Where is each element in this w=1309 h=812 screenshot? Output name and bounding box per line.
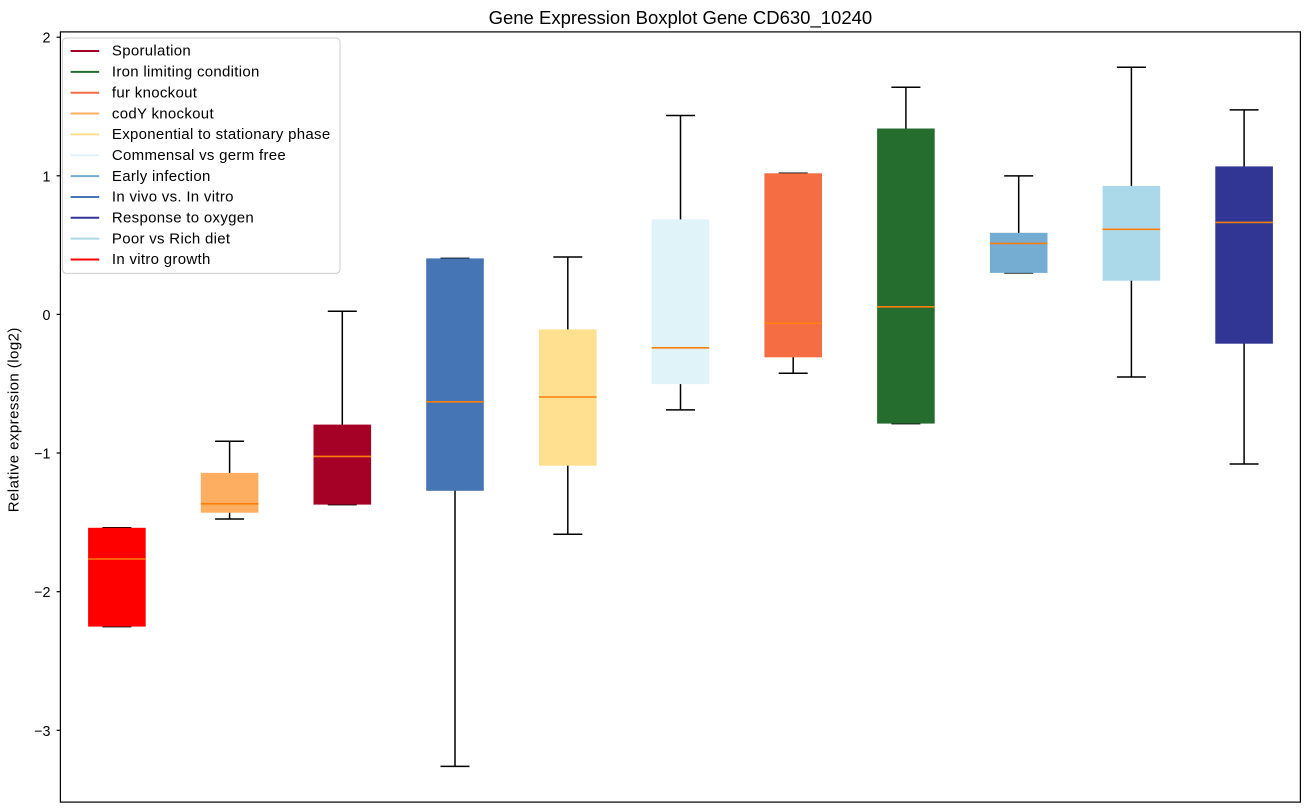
svg-text:codY knockout: codY knockout (112, 105, 215, 122)
svg-text:Early infection: Early infection (112, 168, 211, 185)
svg-text:−2: −2 (34, 585, 50, 601)
svg-text:In vitro growth: In vitro growth (112, 251, 211, 268)
svg-text:2: 2 (43, 31, 51, 47)
svg-text:Sporulation: Sporulation (112, 43, 191, 60)
svg-text:Exponential to stationary phas: Exponential to stationary phase (112, 126, 331, 143)
svg-text:Relative expression (log2): Relative expression (log2) (6, 327, 23, 512)
svg-text:In vivo vs. In vitro: In vivo vs. In vitro (112, 189, 234, 206)
svg-text:Iron limiting condition: Iron limiting condition (112, 64, 260, 81)
svg-text:−1: −1 (34, 447, 50, 463)
svg-text:−3: −3 (34, 724, 50, 740)
svg-text:fur knockout: fur knockout (112, 84, 198, 101)
svg-text:Response to oxygen: Response to oxygen (112, 210, 254, 227)
svg-text:Poor vs Rich diet: Poor vs Rich diet (112, 230, 231, 247)
svg-text:1: 1 (43, 169, 51, 185)
svg-text:Commensal vs germ free: Commensal vs germ free (112, 147, 286, 164)
svg-text:Gene Expression Boxplot Gene C: Gene Expression Boxplot Gene CD630_10240 (489, 7, 873, 29)
svg-text:0: 0 (43, 308, 51, 324)
